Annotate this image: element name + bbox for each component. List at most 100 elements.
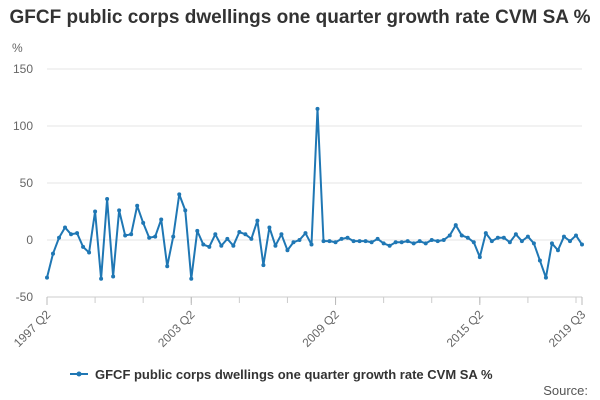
data-point[interactable] — [237, 230, 242, 235]
data-point[interactable] — [501, 235, 506, 240]
data-point[interactable] — [507, 240, 512, 245]
data-point[interactable] — [93, 209, 98, 214]
data-point[interactable] — [375, 236, 380, 241]
data-point[interactable] — [483, 231, 488, 236]
data-point[interactable] — [255, 218, 260, 223]
data-point[interactable] — [291, 240, 296, 245]
legend-label[interactable]: GFCF public corps dwellings one quarter … — [95, 367, 493, 382]
data-point[interactable] — [537, 258, 542, 263]
data-point[interactable] — [177, 192, 182, 197]
data-point[interactable] — [267, 225, 272, 230]
data-point[interactable] — [351, 239, 356, 244]
data-point[interactable] — [477, 255, 482, 260]
data-point[interactable] — [129, 232, 134, 237]
data-point[interactable] — [447, 233, 452, 238]
data-point[interactable] — [405, 239, 410, 244]
data-point[interactable] — [555, 248, 560, 253]
data-point[interactable] — [111, 274, 116, 279]
data-point[interactable] — [513, 232, 518, 237]
data-point[interactable] — [147, 235, 152, 240]
data-point[interactable] — [543, 275, 548, 280]
x-tick-label: 2019 Q3 — [546, 307, 589, 350]
series-layer — [45, 106, 584, 281]
data-point[interactable] — [81, 244, 86, 249]
data-point[interactable] — [57, 235, 62, 240]
data-point[interactable] — [441, 238, 446, 242]
data-point[interactable] — [225, 236, 230, 241]
data-point[interactable] — [261, 263, 266, 268]
data-point[interactable] — [519, 239, 524, 244]
data-point[interactable] — [165, 264, 170, 269]
data-point[interactable] — [333, 240, 338, 245]
data-point[interactable] — [87, 250, 92, 255]
data-point[interactable] — [387, 243, 392, 248]
data-point[interactable] — [201, 242, 206, 247]
y-tick-label: 150 — [13, 62, 33, 76]
data-point[interactable] — [399, 240, 404, 245]
data-point[interactable] — [363, 239, 368, 244]
data-point[interactable] — [357, 239, 362, 244]
data-point[interactable] — [327, 239, 332, 244]
data-point[interactable] — [279, 232, 284, 237]
data-point[interactable] — [525, 234, 530, 239]
series-line — [46, 107, 583, 280]
data-point[interactable] — [231, 243, 236, 248]
data-point[interactable] — [429, 238, 434, 242]
data-point[interactable] — [63, 225, 68, 230]
data-point[interactable] — [303, 231, 308, 236]
data-point[interactable] — [105, 196, 110, 201]
data-point[interactable] — [45, 275, 49, 280]
data-point[interactable] — [171, 234, 176, 239]
data-point[interactable] — [207, 244, 212, 249]
data-point[interactable] — [219, 243, 224, 248]
data-point[interactable] — [369, 240, 374, 245]
data-point[interactable] — [459, 233, 464, 238]
data-point[interactable] — [249, 236, 254, 241]
data-point[interactable] — [69, 232, 74, 237]
data-point[interactable] — [531, 241, 536, 246]
data-point[interactable] — [159, 217, 164, 222]
data-point[interactable] — [339, 236, 344, 241]
data-point[interactable] — [285, 248, 290, 253]
data-point[interactable] — [573, 233, 578, 238]
data-point[interactable] — [213, 232, 218, 237]
data-point[interactable] — [51, 251, 56, 256]
data-point[interactable] — [345, 235, 350, 240]
data-point[interactable] — [580, 242, 584, 247]
data-point[interactable] — [135, 203, 140, 208]
data-point[interactable] — [75, 231, 80, 236]
data-point[interactable] — [549, 241, 554, 246]
data-point[interactable] — [453, 223, 458, 228]
data-point[interactable] — [381, 241, 386, 246]
data-point[interactable] — [243, 232, 248, 237]
data-point[interactable] — [495, 235, 500, 240]
data-point[interactable] — [435, 239, 440, 244]
data-point[interactable] — [189, 276, 194, 281]
data-point[interactable] — [117, 208, 122, 213]
legend[interactable]: GFCF public corps dwellings one quarter … — [70, 367, 493, 382]
data-point[interactable] — [321, 239, 326, 244]
data-point[interactable] — [393, 240, 398, 245]
data-point[interactable] — [141, 220, 146, 225]
data-point[interactable] — [471, 240, 476, 245]
y-tick-label: 50 — [20, 176, 34, 190]
data-point[interactable] — [561, 234, 566, 239]
data-point[interactable] — [153, 234, 158, 239]
y-axis-unit: % — [12, 41, 23, 55]
data-point[interactable] — [567, 239, 572, 244]
data-point[interactable] — [315, 106, 320, 111]
data-point[interactable] — [195, 228, 200, 233]
data-point[interactable] — [183, 208, 188, 213]
data-point[interactable] — [411, 241, 416, 246]
x-tick-label: 2009 Q2 — [299, 307, 342, 350]
data-point[interactable] — [423, 241, 428, 246]
data-point[interactable] — [99, 276, 104, 281]
data-point[interactable] — [123, 233, 128, 238]
data-point[interactable] — [273, 243, 278, 248]
y-tick-label: -50 — [16, 290, 34, 304]
data-point[interactable] — [417, 239, 422, 244]
data-point[interactable] — [309, 242, 314, 247]
data-point[interactable] — [465, 235, 470, 240]
data-point[interactable] — [489, 239, 494, 244]
data-point[interactable] — [297, 238, 302, 242]
